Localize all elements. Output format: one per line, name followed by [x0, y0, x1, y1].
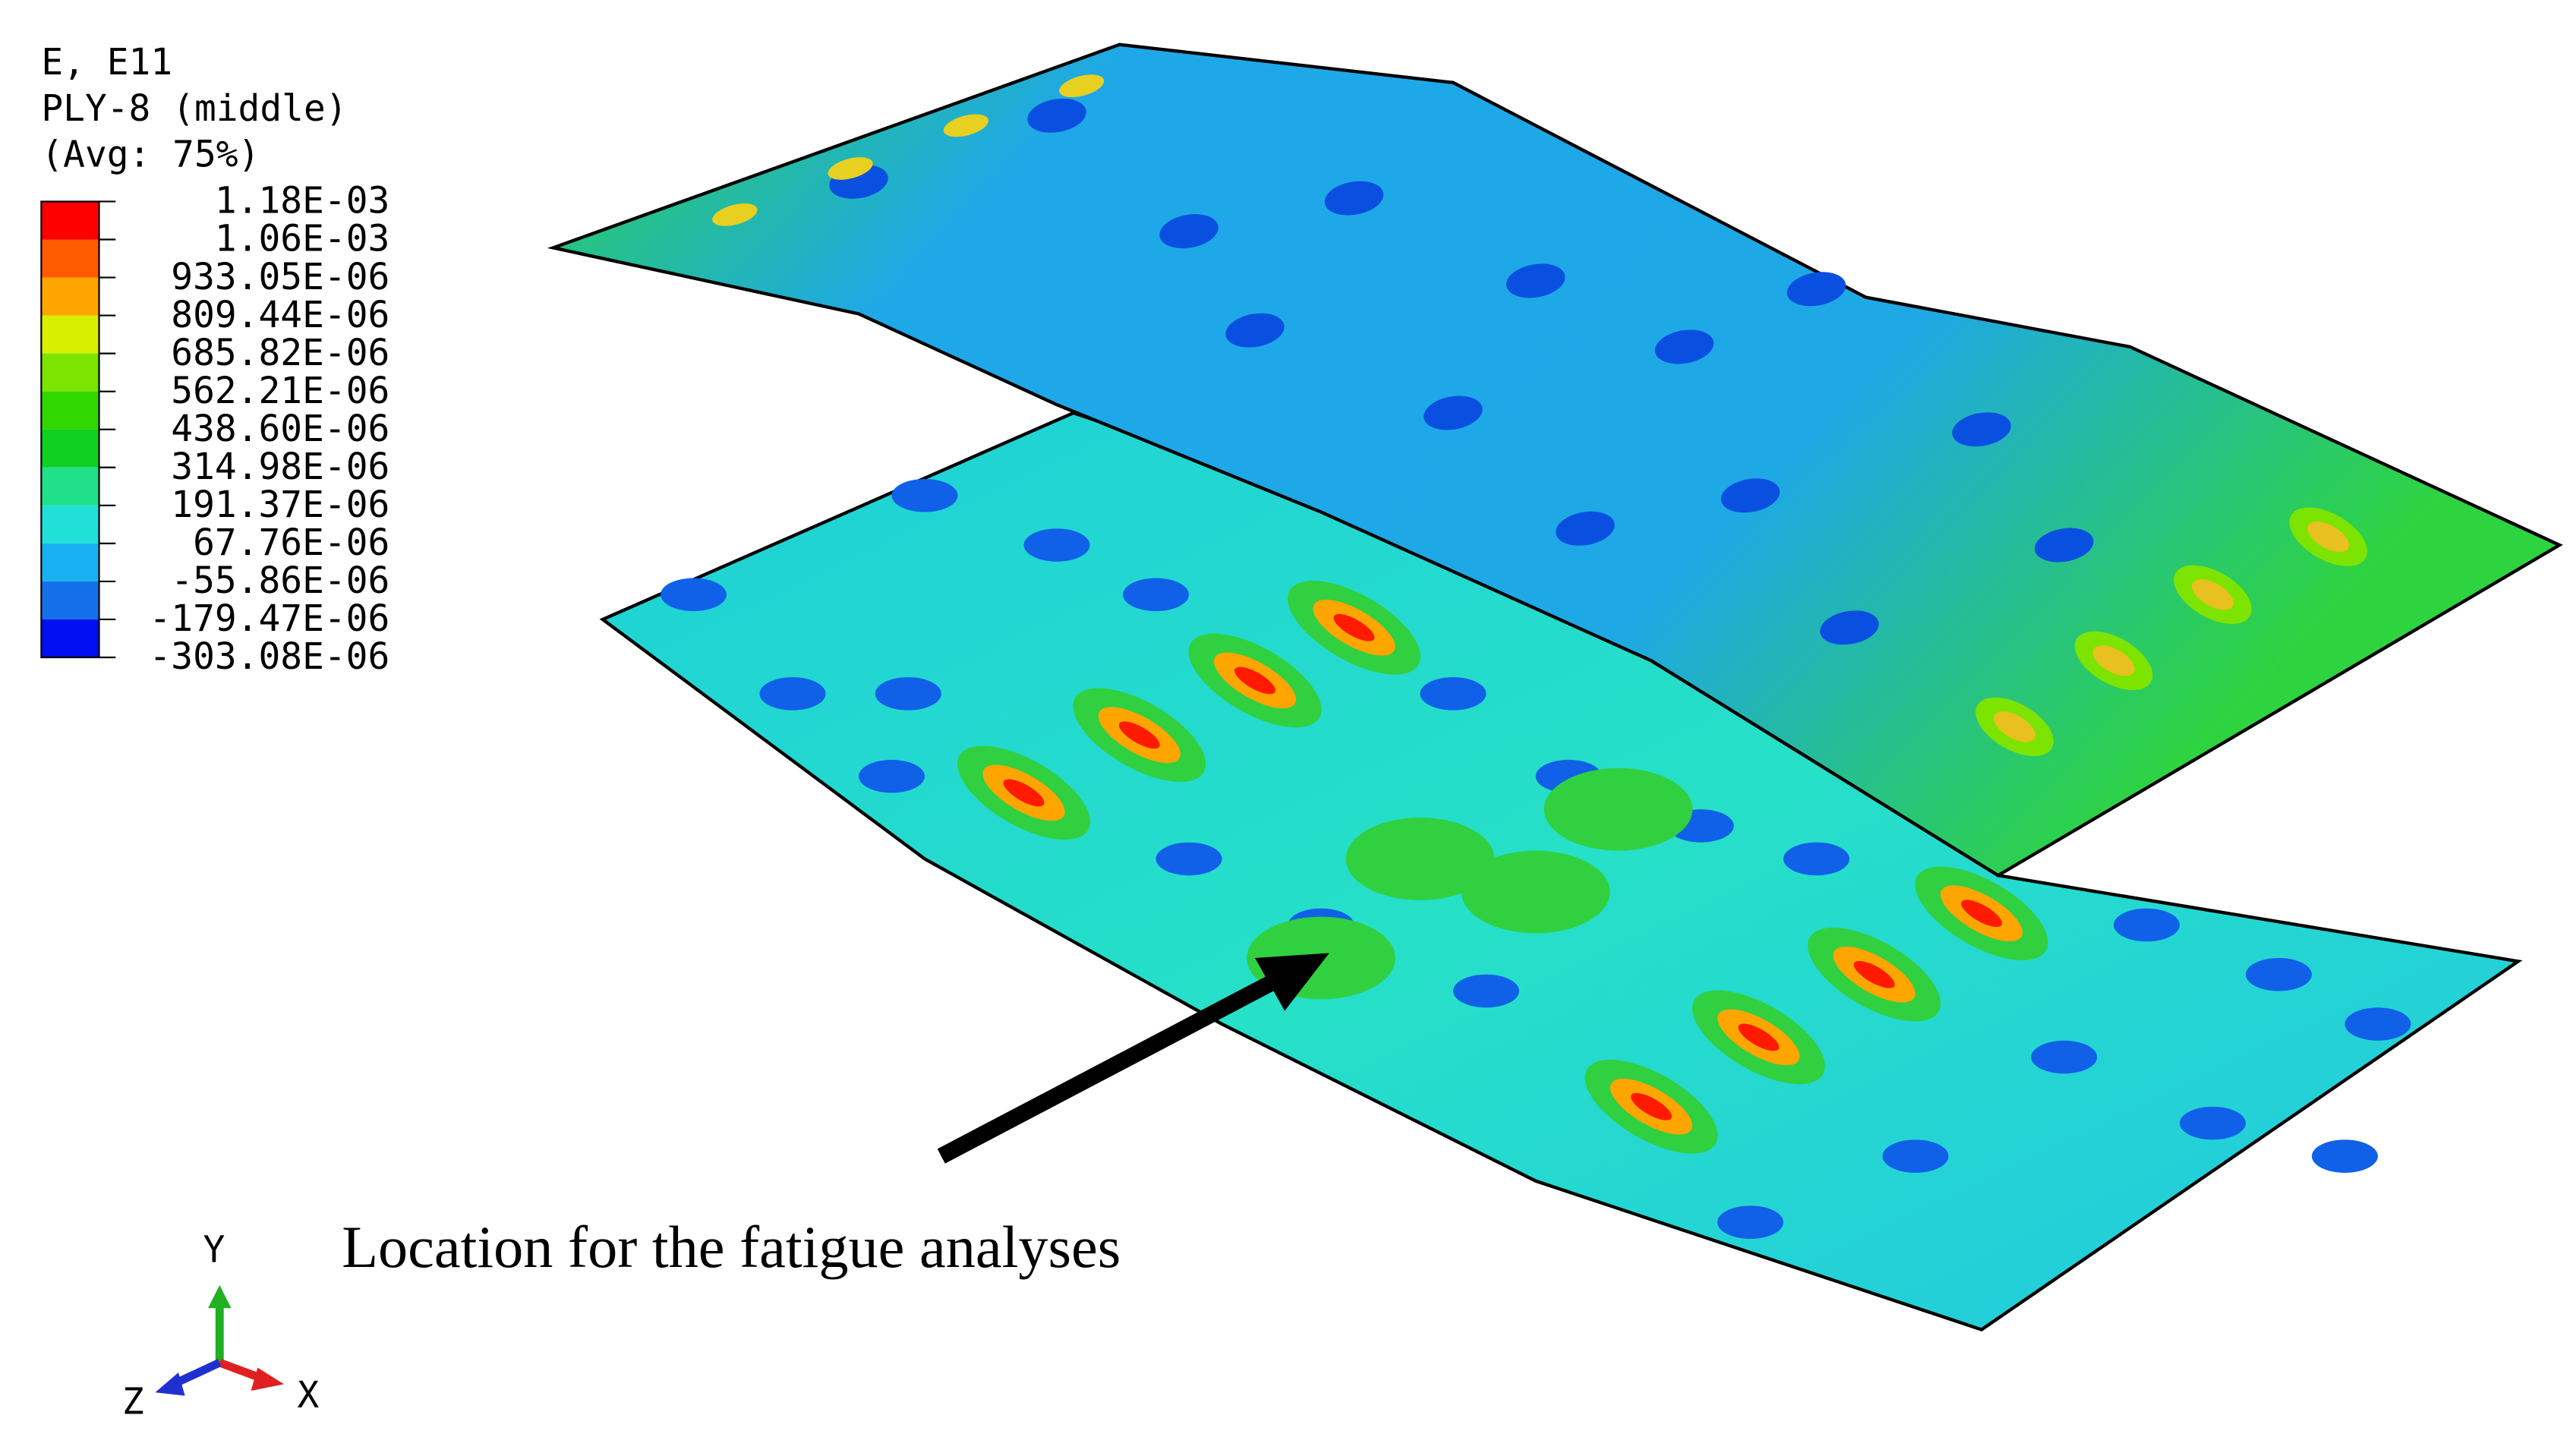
contour-spot: [712, 203, 758, 226]
contour-spot: [1118, 721, 1160, 749]
annotation-arrow: [937, 953, 1329, 1164]
legend-label: 562.21E-06: [171, 370, 389, 412]
contour-spot: [1738, 1023, 1780, 1051]
contour-spot: [1994, 711, 2035, 742]
arrow-head: [1255, 953, 1329, 1011]
contour-spot: [759, 677, 826, 711]
contour-spot: [891, 479, 958, 512]
contour-spot: [1059, 74, 1105, 98]
contour-spot: [1882, 1139, 1949, 1173]
triad-label-y: Y: [203, 1229, 225, 1271]
contour-spot: [1324, 181, 1384, 216]
contour-spot: [2192, 579, 2234, 610]
contour-spot: [1556, 511, 1615, 546]
contour-spot: [1717, 1205, 1783, 1239]
contour-spot: [661, 578, 727, 612]
contour-spot: [1820, 610, 1879, 645]
contour-spot: [2092, 645, 2135, 676]
contour-spot: [1654, 329, 1714, 364]
lower-ply: [599, 411, 2523, 1331]
legend-label: 1.06E-03: [215, 219, 389, 260]
triad-z: [172, 1359, 222, 1388]
contour-spot: [1543, 767, 1693, 851]
arrow-shaft: [937, 975, 1275, 1164]
contour-spot: [828, 157, 873, 180]
legend-swatch: [41, 505, 99, 544]
triad-y-head: [208, 1284, 232, 1309]
legend-label: -303.08E-06: [150, 636, 390, 678]
contour-spot: [1027, 98, 1086, 133]
legend-swatch: [41, 467, 99, 506]
contour-spot: [875, 677, 941, 711]
triad-z-head: [155, 1372, 185, 1396]
contour-spot: [859, 759, 925, 793]
contour-spot: [2344, 1007, 2411, 1041]
legend-swatch: [41, 315, 99, 354]
contour-spot: [2312, 1139, 2378, 1173]
contour-spot: [1424, 395, 1483, 430]
annotation: Location for the fatigue analyses: [342, 1214, 1121, 1280]
contour-spot: [1952, 412, 2011, 447]
legend-label: 438.60E-06: [171, 408, 389, 450]
contour-spot: [2031, 1040, 2098, 1074]
legend-label: 67.76E-06: [193, 522, 389, 564]
triad-label-z: Z: [122, 1382, 144, 1423]
legend-swatch: [41, 239, 99, 278]
legend-swatch: [41, 429, 99, 468]
contour-spot: [2180, 1106, 2246, 1140]
contour-spot: [1156, 842, 1222, 876]
legend-swatch: [41, 201, 99, 240]
legend-label: 685.82E-06: [171, 332, 389, 374]
legend-label: 1.18E-03: [215, 181, 389, 222]
contour-spot: [943, 114, 988, 137]
contour-spot: [1333, 613, 1375, 641]
triad-x-head: [251, 1367, 285, 1391]
contour-spot: [1159, 214, 1219, 249]
legend-title: PLY-8 (middle): [41, 88, 347, 130]
contour-spot: [1003, 779, 1045, 807]
legend-label: 314.98E-06: [171, 446, 389, 488]
upper-plate: [547, 43, 2563, 878]
triad-label-x: X: [297, 1375, 319, 1417]
contour-spot: [1783, 842, 1849, 876]
legend-label: 191.37E-06: [171, 484, 389, 526]
legend-title: E, E11: [41, 42, 172, 84]
contour-spot: [2307, 522, 2350, 553]
legend-swatch: [41, 391, 99, 430]
contour-spot: [1961, 900, 2002, 928]
contour-spot: [1786, 272, 1846, 307]
contour-spot: [1023, 528, 1090, 562]
contour-spot: [1720, 478, 1780, 513]
contour-spot: [1461, 850, 1610, 934]
contour-spot: [2035, 528, 2094, 563]
contour-spot: [1225, 313, 1285, 348]
legend-label: -179.47E-06: [150, 598, 390, 640]
legend-swatch: [41, 277, 99, 316]
contour-spot: [1234, 667, 1275, 695]
contour-spot: [2246, 958, 2312, 991]
upper-ply: [547, 43, 2563, 878]
contour-spot: [1123, 578, 1189, 612]
contour-spot: [1453, 974, 1519, 1008]
legend-swatch: [41, 353, 99, 392]
legend-label: -55.86E-06: [171, 560, 389, 602]
annotation-box: [288, 1186, 1280, 1319]
axis-triad: Y X Z: [122, 1229, 320, 1423]
legend-swatch: [41, 619, 99, 657]
legend-label: 933.05E-06: [171, 257, 389, 298]
legend-title: (Avg: 75%): [41, 134, 260, 176]
contour-spot: [1506, 263, 1565, 298]
legend-swatch: [41, 543, 99, 581]
legend-swatch: [41, 581, 99, 619]
contour-spot: [1345, 818, 1495, 900]
contour-spot: [1853, 960, 1895, 988]
contour-spot: [1631, 1092, 1672, 1120]
contour-spot: [2114, 908, 2180, 942]
legend-label: 809.44E-06: [171, 295, 389, 336]
contour-spot: [1420, 677, 1487, 711]
